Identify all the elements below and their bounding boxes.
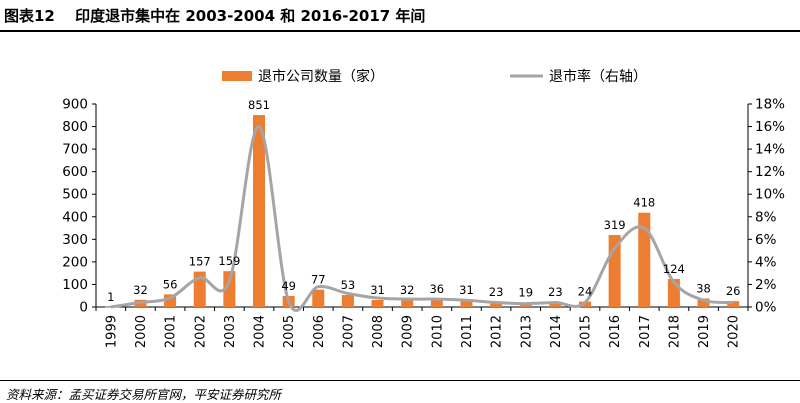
y-left-tick-label: 400 <box>62 209 88 225</box>
bar-value-label: 124 <box>663 262 685 276</box>
bar-value-label: 24 <box>578 285 593 299</box>
x-tick-label: 2007 <box>341 315 356 348</box>
bar <box>341 295 354 307</box>
bar-value-label: 19 <box>518 286 533 300</box>
bar-value-label: 32 <box>400 283 415 297</box>
y-right-tick-label: 14% <box>755 142 785 158</box>
bar-value-label: 851 <box>248 98 270 112</box>
bar <box>253 115 265 308</box>
data-labels: 1 32 56 157 159 851 49 77 53 31 32 36 31 23 19 23 24 319 4… <box>107 98 740 304</box>
bottom-rule <box>0 380 800 381</box>
legend-line-label: 退市率（右轴） <box>549 68 647 85</box>
bar-value-label: 1 <box>107 290 114 304</box>
bar-value-label: 26 <box>726 284 741 298</box>
legend: 退市公司数量（家） 退市率（右轴） <box>222 68 647 85</box>
bar <box>430 298 443 307</box>
y-left-tick-label: 600 <box>62 164 88 180</box>
x-tick-label: 2012 <box>490 315 505 348</box>
bar <box>401 299 414 307</box>
x-tick-label: 2004 <box>253 315 268 348</box>
x-tick-label: 2009 <box>401 315 416 348</box>
y-right-tick-label: 10% <box>755 187 785 203</box>
y-left-tick-label: 500 <box>62 187 88 203</box>
bar <box>697 298 710 307</box>
y-right-tick-label: 12% <box>755 164 785 180</box>
bar <box>371 300 384 307</box>
x-tick-label: 2017 <box>638 315 653 348</box>
legend-bar-label: 退市公司数量（家） <box>258 68 384 85</box>
y-left-tick-label: 900 <box>62 97 88 113</box>
y-right-tick-label: 6% <box>755 232 777 248</box>
x-tick-label: 2008 <box>371 315 386 348</box>
x-tick-label: 2010 <box>430 315 445 348</box>
bar-value-label: 32 <box>133 283 148 297</box>
bar-value-label: 319 <box>604 218 626 232</box>
bar-value-label: 77 <box>311 273 326 287</box>
bar-value-label: 23 <box>489 285 504 299</box>
x-tick-label: 1999 <box>104 315 119 348</box>
y-right-tick-label: 0% <box>755 300 777 316</box>
rate-series-line <box>110 125 734 312</box>
bar-value-label: 36 <box>429 282 444 296</box>
chart: 退市公司数量（家） 退市率（右轴） 0 100 200 300 400 500 600 700 8… <box>62 68 785 349</box>
x-tick-label: 2005 <box>282 315 297 348</box>
bar <box>223 271 236 307</box>
y-right-tick-label: 4% <box>755 254 777 270</box>
y-left-tick-label: 300 <box>62 232 88 248</box>
y-right-tick-label: 16% <box>755 119 785 135</box>
bar-value-label: 56 <box>163 277 178 291</box>
bar <box>104 306 117 308</box>
bar-value-label: 38 <box>696 281 711 295</box>
bar-value-label: 159 <box>218 254 240 268</box>
x-tick-label: 2013 <box>519 315 534 348</box>
y-left-tick-label: 800 <box>62 119 88 135</box>
y-left-tick-label: 200 <box>62 254 88 270</box>
bar <box>460 300 473 307</box>
bar-value-label: 157 <box>189 255 211 269</box>
y-left-tick-label: 700 <box>62 142 88 158</box>
x-tick-label: 2018 <box>667 315 682 348</box>
bar-value-label: 53 <box>341 278 356 292</box>
bar <box>608 235 621 307</box>
bar <box>549 301 562 307</box>
bar-value-label: 418 <box>633 196 655 210</box>
bar <box>727 301 740 307</box>
bar <box>312 289 325 307</box>
y-right-tick-label: 2% <box>755 277 777 293</box>
bar-value-label: 31 <box>370 283 385 297</box>
x-tick-label: 2015 <box>579 315 594 348</box>
x-tick-label: 2019 <box>697 315 712 348</box>
x-tick-label: 2001 <box>164 315 179 348</box>
y-right-tick-label: 8% <box>755 209 777 225</box>
y-left-tick-label: 0 <box>79 300 88 316</box>
legend-bar-swatch <box>222 71 252 81</box>
title-rule <box>0 30 800 32</box>
bar-value-label: 31 <box>459 283 474 297</box>
axes: 0 100 200 300 400 500 600 700 800 900 0% 2% 4% 6% 8% 10… <box>62 97 785 349</box>
x-tick-label: 2014 <box>549 315 564 348</box>
source-note: 资料来源：孟买证券交易所官网，平安证券研究所 <box>6 387 282 402</box>
x-tick-label: 2000 <box>134 315 149 348</box>
chart-title: 图表12 印度退市集中在 2003-2004 和 2016-2017 年间 <box>4 7 426 25</box>
title-bar: 图表12 印度退市集中在 2003-2004 和 2016-2017 年间 <box>0 0 800 28</box>
x-tick-label: 2011 <box>460 315 475 348</box>
y-right-tick-label: 18% <box>755 97 785 113</box>
x-tick-label: 2006 <box>312 315 327 348</box>
rate-line <box>110 125 734 312</box>
x-tick-label: 2016 <box>608 315 623 348</box>
y-left-tick-label: 100 <box>62 277 88 293</box>
bar <box>490 301 503 307</box>
bar-value-label: 23 <box>548 285 563 299</box>
x-tick-label: 2002 <box>193 315 208 348</box>
x-tick-label: 2020 <box>727 315 742 348</box>
x-tick-label: 2003 <box>223 315 238 348</box>
bar-value-label: 49 <box>281 279 296 293</box>
bar <box>638 212 651 307</box>
